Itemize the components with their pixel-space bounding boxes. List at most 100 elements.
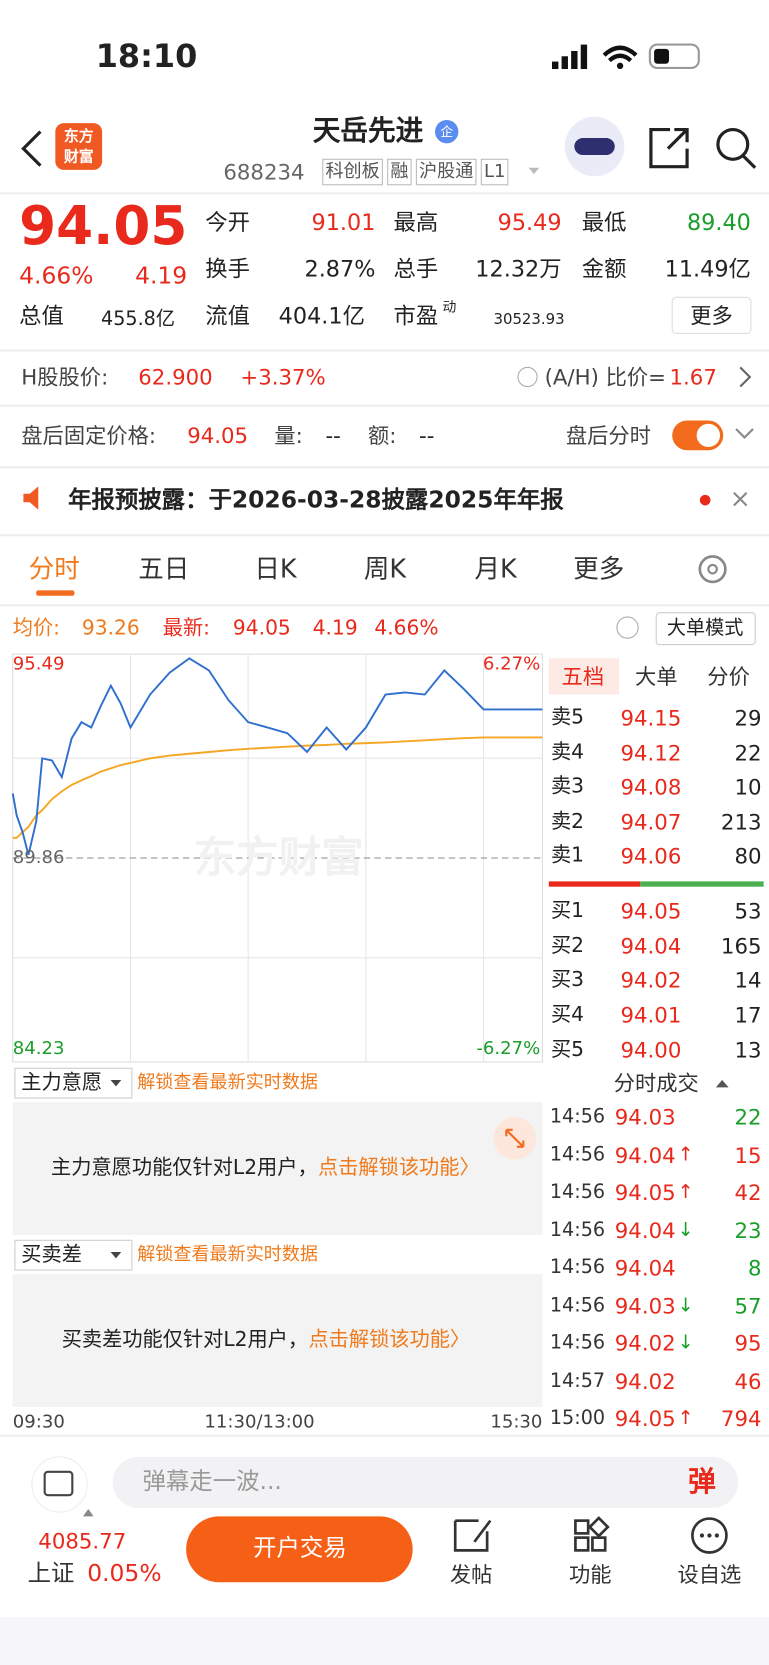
book-vol: 213: [720, 808, 762, 835]
unlock[interactable]: 解锁查看最新实时数据: [137, 1071, 319, 1094]
dropdown[interactable]: [14, 1067, 133, 1099]
trade-price: 94.04: [614, 1217, 676, 1243]
trade-time: 14:56: [549, 1143, 606, 1166]
trades-title: 分时成交: [613, 1070, 699, 1096]
pct-label: 6.27%: [482, 653, 541, 675]
tab[interactable]: 周K: [363, 554, 407, 585]
ah-amt: --: [419, 422, 435, 449]
trade-price: 94.05: [614, 1179, 676, 1206]
field-label: 总手: [393, 256, 439, 282]
trade-vol: 46: [734, 1368, 762, 1394]
dropdown[interactable]: [14, 1239, 133, 1271]
field-label: 流值: [205, 303, 250, 329]
hk-change: +3.37%: [240, 364, 326, 390]
price-line: [12, 736, 543, 839]
stat-change-pct: 4.66%: [374, 616, 439, 640]
tab[interactable]: 更多: [573, 554, 625, 585]
avg: 93.26: [81, 616, 140, 640]
logo: [55, 123, 103, 170]
book-label: 买2: [550, 933, 585, 957]
ah-ratio: 1.67: [669, 364, 717, 390]
trade-vol: 57: [734, 1292, 762, 1319]
book-vol: 80: [734, 843, 762, 869]
trade-vol: 95: [734, 1330, 762, 1357]
change: 4.19: [135, 263, 188, 290]
index-value: 4085.77: [38, 1528, 127, 1554]
field-value: 455.8亿: [101, 307, 175, 331]
more-button[interactable]: [671, 296, 752, 334]
placeholder[interactable]: 弹幕走一波...: [142, 1468, 282, 1496]
index-change: 0.05%: [87, 1560, 162, 1588]
danmu-input[interactable]: [112, 1456, 739, 1508]
speaker: [23, 486, 39, 510]
field-value: 2.87%: [304, 256, 376, 282]
x-tick-label: 11:30/13:00: [204, 1411, 315, 1434]
notice: 年报预披露：于2026-03-28披露2025年年报: [68, 487, 564, 514]
trade-arrow: ↑: [677, 1143, 694, 1166]
trade-time: 14:56: [549, 1105, 606, 1128]
panel-name[interactable]: 买卖差: [21, 1242, 82, 1267]
book-vol: 17: [734, 1002, 762, 1029]
trade-button[interactable]: [186, 1516, 413, 1583]
trade-price: 94.04: [614, 1142, 676, 1168]
book-label: 卖2: [550, 809, 585, 833]
tab[interactable]: 日K: [254, 554, 297, 585]
unlock-link[interactable]: 点击解锁该功能〉: [318, 1155, 480, 1180]
clock: 18:10: [95, 38, 198, 76]
battery: [648, 43, 700, 70]
trade-arrow: ↑: [677, 1180, 694, 1204]
hk-price: 62.900: [138, 364, 213, 390]
nav-item[interactable]: 设自选: [677, 1562, 742, 1588]
search[interactable]: [716, 127, 750, 161]
book-price: 94.00: [620, 1037, 682, 1063]
book-vol: 22: [734, 739, 762, 766]
book-tab[interactable]: 分价: [707, 663, 750, 690]
danmu-button[interactable]: 弹: [688, 1466, 716, 1499]
unlock[interactable]: 解锁查看最新实时数据: [137, 1244, 319, 1266]
share[interactable]: [649, 127, 689, 169]
book-tab[interactable]: 大单: [634, 663, 678, 690]
x-tick-label: 09:30: [12, 1411, 65, 1434]
book-price: 94.04: [620, 933, 682, 959]
y-tick-label: 95.49: [12, 653, 65, 675]
pct-label: -6.27%: [476, 1038, 541, 1060]
panel-bg: [12, 1274, 543, 1408]
tab[interactable]: 月K: [474, 554, 517, 585]
book-vol: 14: [734, 967, 762, 994]
settings[interactable]: [698, 555, 727, 584]
last: 94.05: [232, 616, 291, 640]
field-value: 11.49亿: [664, 256, 751, 282]
nav-item[interactable]: 发帖: [449, 1562, 493, 1588]
field-label: 今开: [205, 209, 250, 236]
watermark: 东方财富: [193, 833, 364, 883]
trade-label[interactable]: 开户交易: [253, 1535, 347, 1563]
unlock-link[interactable]: 点击解锁该功能〉: [308, 1327, 471, 1352]
trade-time: 14:56: [549, 1331, 606, 1354]
mode-button[interactable]: [655, 612, 756, 646]
book-tab[interactable]: 五档: [561, 663, 605, 690]
panel-name[interactable]: 主力意愿: [21, 1070, 103, 1095]
book-price: 94.02: [620, 967, 682, 994]
trade-price: 94.02: [614, 1368, 676, 1394]
signal: [552, 44, 588, 70]
field-value: 95.49: [497, 209, 562, 236]
book-tab-active: [548, 658, 620, 695]
field-value: 404.1亿: [278, 303, 365, 329]
trade-vol: 8: [747, 1255, 762, 1281]
tab[interactable]: 五日: [138, 554, 190, 585]
book-label: 卖1: [550, 843, 585, 868]
tab[interactable]: 分时: [28, 554, 80, 585]
ah-label: (A/H) 比价=: [544, 364, 667, 390]
tag: 沪股通: [415, 158, 477, 186]
panel-bg: [12, 1102, 543, 1235]
field-value: 12.32万: [475, 256, 562, 282]
trade-price: 94.04: [614, 1255, 676, 1281]
more[interactable]: 更多: [690, 302, 733, 329]
mode[interactable]: 大单模式: [666, 616, 744, 640]
back[interactable]: [21, 130, 42, 167]
nav-item[interactable]: 功能: [569, 1562, 612, 1588]
trade-vol: 15: [734, 1142, 762, 1168]
trade-time: 15:00: [549, 1407, 606, 1430]
ah-price-label: 盘后固定价格:: [21, 422, 157, 449]
